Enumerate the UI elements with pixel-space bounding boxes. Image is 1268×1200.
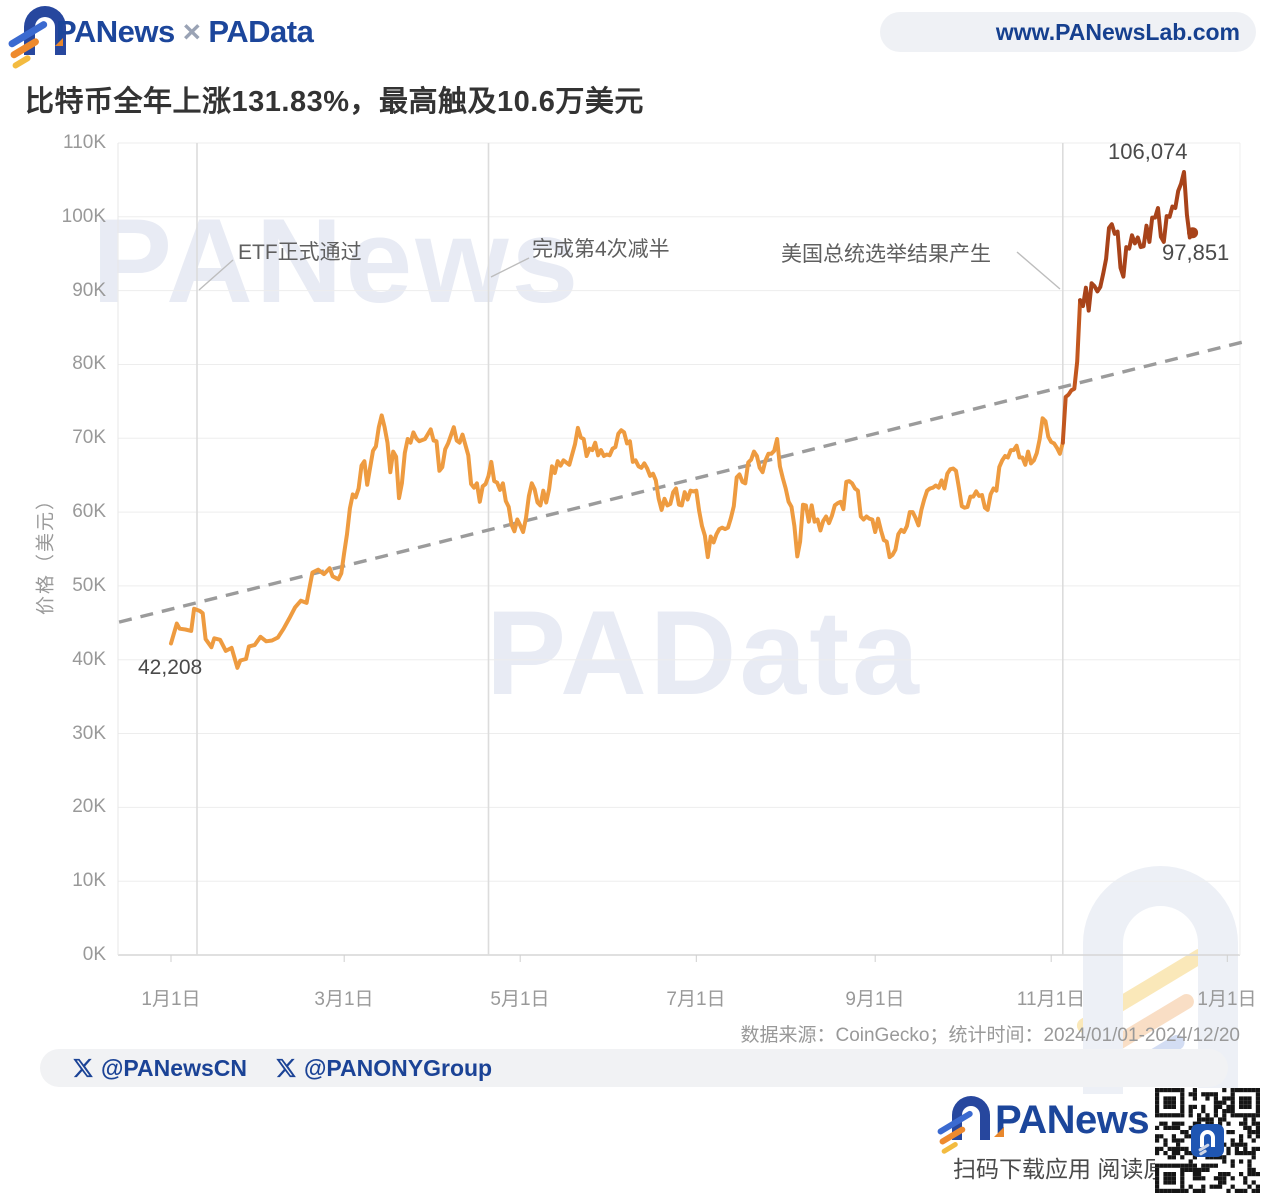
annotation-etf: ETF正式通过: [238, 241, 362, 264]
brand-orange-wedge-icon: [994, 1127, 1004, 1137]
x-tick-label: 1月1日: [141, 989, 201, 1010]
qr-code[interactable]: [1155, 1088, 1260, 1193]
y-tick-label: 20K: [72, 796, 106, 817]
y-tick-label: 10K: [72, 870, 106, 891]
y-tick-label: 40K: [72, 649, 106, 670]
header-brand: PANews × PAData: [55, 14, 314, 50]
footer-brand: PANews: [994, 1098, 1150, 1143]
x-tick-label: 11月1日: [1016, 989, 1086, 1010]
social-handles-bar: @PANewsCN @PANONYGroup: [40, 1049, 1228, 1087]
website-link[interactable]: www.PANewsLab.com: [880, 12, 1256, 52]
footer-caption: 扫码下载应用 阅读原文: [953, 1156, 1190, 1182]
y-tick-label: 50K: [72, 575, 106, 596]
x-logo-icon: [276, 1058, 296, 1078]
panews-arch-icon: [1200, 1130, 1215, 1147]
page-title: 比特币全年上涨131.83%，最高触及10.6万美元: [25, 86, 644, 118]
social-handle-panonygroup[interactable]: @PANONYGroup: [275, 1055, 492, 1082]
x-tick-label: 9月1日: [845, 989, 905, 1010]
x-logo-icon: [73, 1058, 93, 1078]
social-handle-label: @PANewsCN: [101, 1054, 247, 1081]
brand-padata: PAData: [208, 14, 314, 49]
social-handle-label: @PANONYGroup: [303, 1054, 493, 1081]
y-tick-label: 90K: [72, 280, 106, 301]
brand-separator: ×: [182, 14, 201, 49]
brand-orange-wedge-icon: [55, 38, 63, 46]
qr-center-logo: [1191, 1124, 1224, 1157]
y-tick-label: 110K: [63, 132, 106, 153]
website-url: www.PANewsLab.com: [995, 18, 1240, 45]
end-value-label: 97,851: [1162, 240, 1230, 265]
footer-brand-label: PANews: [995, 1098, 1150, 1142]
y-tick-label: 60K: [72, 501, 106, 522]
panews-logo-mark: [7, 2, 108, 70]
peak-value-label: 106,074: [1108, 139, 1188, 164]
watermark-padata: PAData: [486, 586, 922, 720]
x-tick-label: 3月1日: [314, 989, 374, 1010]
x-tick-label: 5月1日: [490, 989, 550, 1010]
y-tick-label: 30K: [72, 723, 106, 744]
annotation-election: 美国总统选举结果产生: [781, 243, 991, 266]
start-value-label: 42,208: [138, 656, 203, 679]
annotation-halving: 完成第4次减半: [532, 238, 670, 261]
x-tick-label: 1月1日: [1197, 989, 1257, 1010]
social-handle-panewscn[interactable]: @PANewsCN: [72, 1055, 247, 1082]
qr-pattern: [1155, 1088, 1260, 1198]
y-tick-label: 70K: [72, 427, 106, 448]
footer-logo-mark: [936, 1094, 1028, 1155]
data-source-note: 数据来源：CoinGecko；统计时间：2024/01/01-2024/12/2…: [740, 1025, 1240, 1046]
y-tick-label: 100K: [61, 206, 106, 227]
x-tick-label: 7月1日: [666, 989, 726, 1010]
y-tick-label: 0K: [82, 944, 106, 965]
price-line-chart: [117, 142, 1246, 962]
y-tick-label: 80K: [72, 353, 106, 374]
brand-panews: PANews: [56, 14, 175, 49]
